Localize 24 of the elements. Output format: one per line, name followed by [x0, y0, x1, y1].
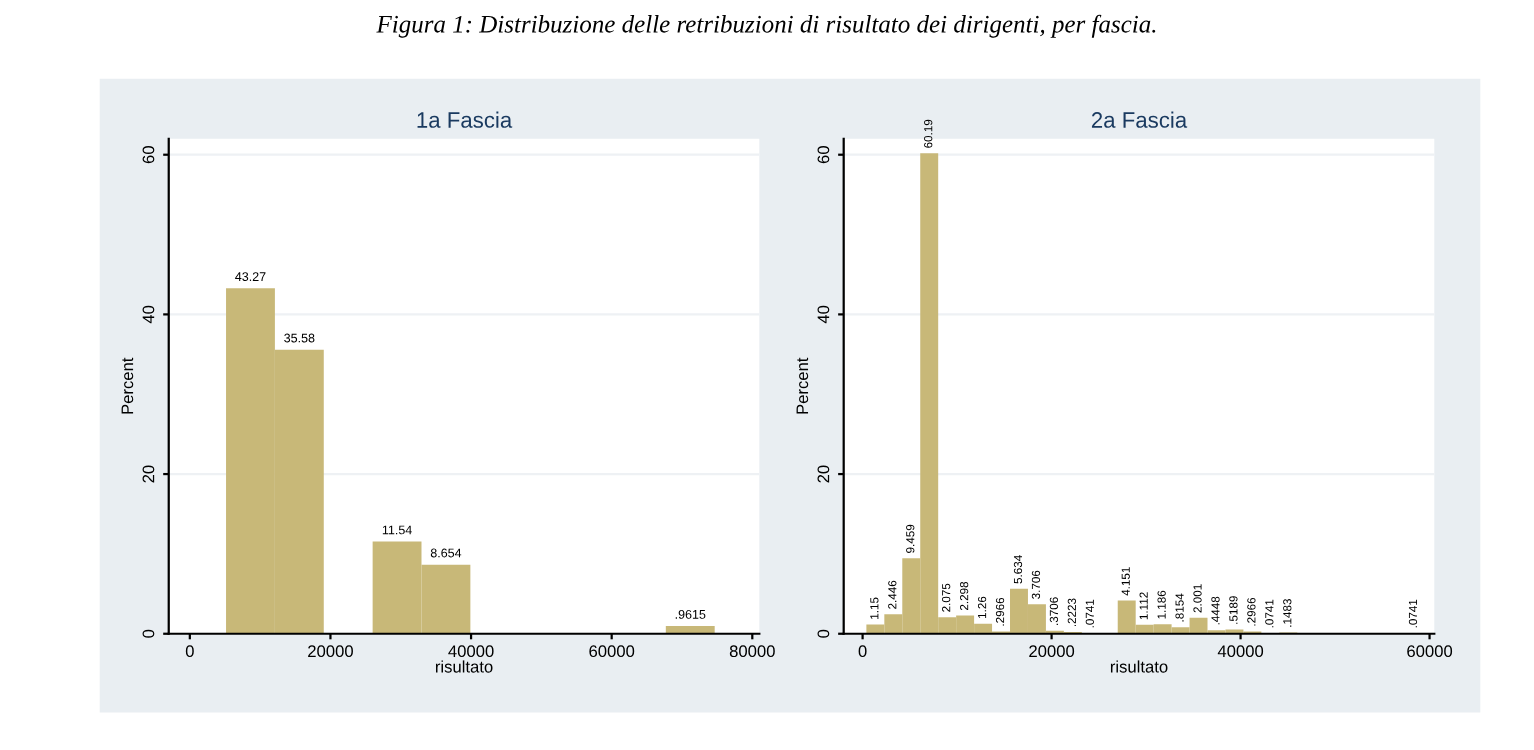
y-tick-label: 60	[817, 146, 830, 164]
x-tick-label: 80000	[729, 645, 775, 658]
x-tick-label: 0	[858, 645, 867, 658]
x-tick-label: 20000	[1029, 645, 1075, 658]
chart-title: 2a Fascia	[1091, 111, 1188, 128]
text: Figura 1: Distribuzione delle retribuzioni di risultato dei dirigenti, per fascia.	[376, 14, 1156, 38]
x-tick-label: 60000	[1407, 645, 1453, 658]
y-tick-label: 0	[817, 629, 830, 638]
y-axis-title: Percent	[121, 357, 134, 414]
y-tick-label: 20	[817, 465, 830, 483]
x-tick-label: 60000	[589, 645, 635, 658]
y-tick-label: 0	[142, 629, 155, 638]
x-axis-title: risultato	[1110, 660, 1168, 673]
y-tick-label: 60	[142, 146, 155, 164]
x-axis-title: risultato	[435, 660, 493, 673]
x-tick-label: 20000	[308, 645, 353, 658]
x-tick-label: 0	[185, 645, 194, 658]
x-tick-label: 40000	[448, 645, 494, 658]
y-tick-label: 40	[817, 305, 830, 324]
y-axis-title: Percent	[796, 357, 809, 414]
x-tick-label: 40000	[1217, 645, 1264, 658]
y-tick-label: 40	[142, 305, 155, 324]
chart-title: 1a Fascia	[417, 111, 513, 128]
y-tick-label: 20	[142, 465, 155, 483]
